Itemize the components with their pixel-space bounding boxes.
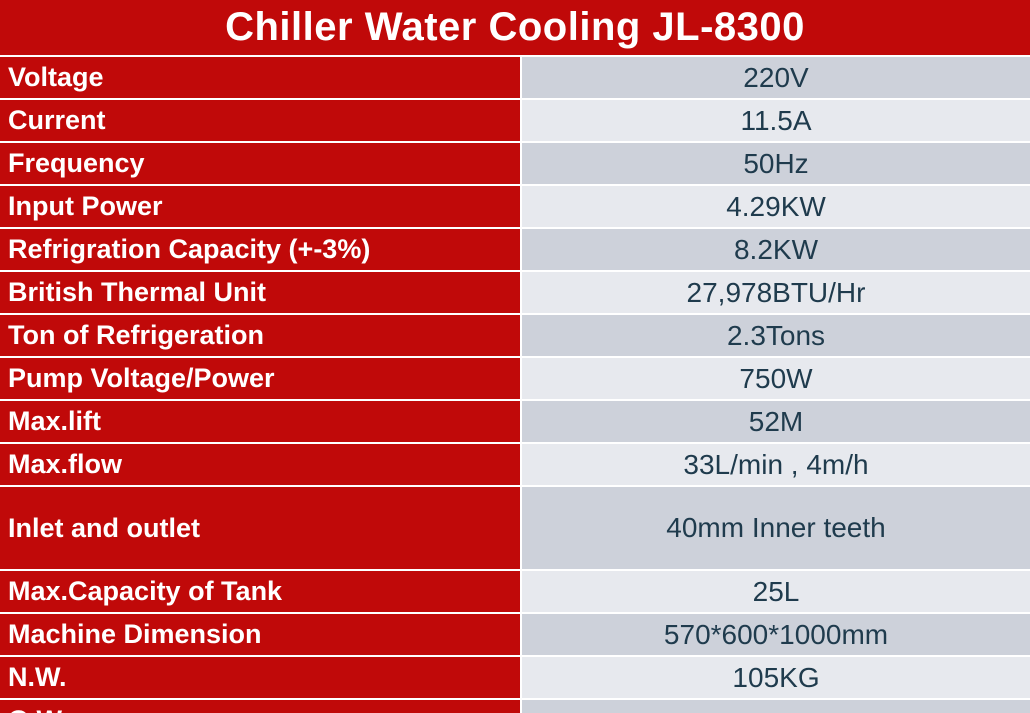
- row-tank-capacity: Max.Capacity of Tank 25L: [0, 569, 1030, 613]
- row-value: 27,978BTU/Hr: [519, 270, 1030, 314]
- row-gross-weight: G.W -: [0, 698, 1030, 713]
- row-label: G.W: [0, 698, 521, 713]
- row-machine-dimension: Machine Dimension 570*600*1000mm: [0, 612, 1030, 656]
- row-value: 570*600*1000mm: [519, 612, 1030, 656]
- row-voltage: Voltage 220V: [0, 55, 1030, 99]
- row-label: Machine Dimension: [0, 612, 521, 656]
- row-input-power: Input Power 4.29KW: [0, 184, 1030, 228]
- row-frequency: Frequency 50Hz: [0, 141, 1030, 185]
- row-label: N.W.: [0, 655, 521, 699]
- row-refrigeration-capacity: Refrigration Capacity (+-3%) 8.2KW: [0, 227, 1030, 271]
- row-pump-voltage-power: Pump Voltage/Power 750W: [0, 356, 1030, 400]
- row-label: Inlet and outlet: [0, 485, 521, 570]
- row-value: 52M: [519, 399, 1030, 443]
- row-value: -: [519, 698, 1030, 713]
- row-value: 4.29KW: [519, 184, 1030, 228]
- row-label: Input Power: [0, 184, 521, 228]
- row-max-lift: Max.lift 52M: [0, 399, 1030, 443]
- row-value: 25L: [519, 569, 1030, 613]
- row-label: Voltage: [0, 55, 521, 99]
- row-net-weight: N.W. 105KG: [0, 655, 1030, 699]
- row-max-flow: Max.flow 33L/min , 4m/h: [0, 442, 1030, 486]
- row-label: British Thermal Unit: [0, 270, 521, 314]
- row-label: Max.lift: [0, 399, 521, 443]
- row-value: 50Hz: [519, 141, 1030, 185]
- row-current: Current 11.5A: [0, 98, 1030, 142]
- row-value: 220V: [519, 55, 1030, 99]
- title-row: Chiller Water Cooling JL-8300: [0, 0, 1030, 56]
- row-value: 750W: [519, 356, 1030, 400]
- row-label: Max.flow: [0, 442, 521, 486]
- row-inlet-and-outlet: Inlet and outlet 40mm Inner teeth: [0, 485, 1030, 570]
- row-british-thermal-unit: British Thermal Unit 27,978BTU/Hr: [0, 270, 1030, 314]
- row-value: 105KG: [519, 655, 1030, 699]
- row-label: Max.Capacity of Tank: [0, 569, 521, 613]
- row-label: Pump Voltage/Power: [0, 356, 521, 400]
- row-value: 2.3Tons: [519, 313, 1030, 357]
- row-ton-of-refrigeration: Ton of Refrigeration 2.3Tons: [0, 313, 1030, 357]
- row-value: 33L/min , 4m/h: [519, 442, 1030, 486]
- row-label: Frequency: [0, 141, 521, 185]
- row-value: 40mm Inner teeth: [519, 485, 1030, 570]
- row-label: Current: [0, 98, 521, 142]
- row-value: 8.2KW: [519, 227, 1030, 271]
- row-label: Ton of Refrigeration: [0, 313, 521, 357]
- row-value: 11.5A: [519, 98, 1030, 142]
- row-label: Refrigration Capacity (+-3%): [0, 227, 521, 271]
- page-title: Chiller Water Cooling JL-8300: [0, 0, 1030, 56]
